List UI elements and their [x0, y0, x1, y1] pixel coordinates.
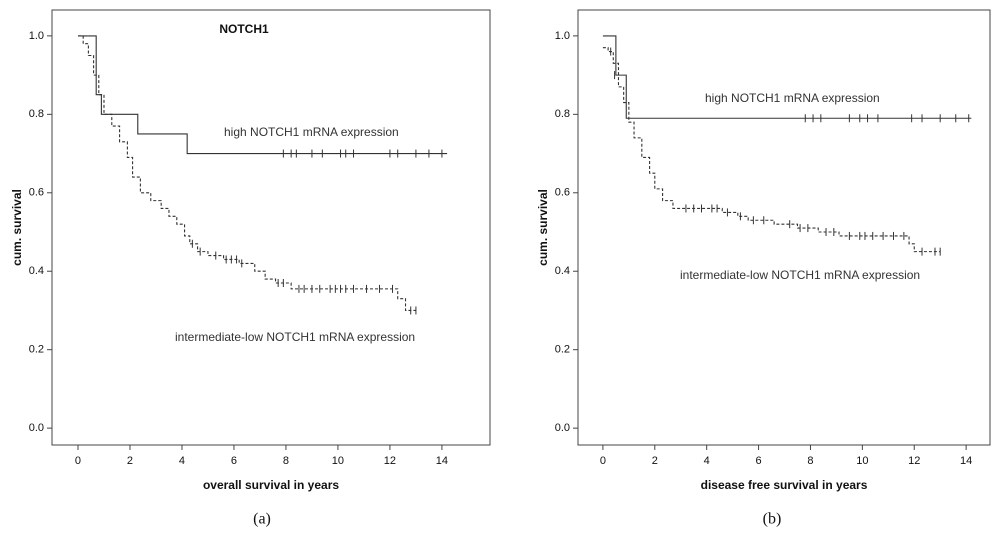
survival-curve — [77, 35, 448, 155]
curve-label: intermediate-low NOTCH1 mRNA expression — [175, 330, 415, 344]
y-axis-label: cum. survival — [536, 189, 550, 266]
y-tick-label: 0.6 — [29, 187, 44, 199]
curve-label: high NOTCH1 mRNA expression — [224, 125, 399, 139]
y-tick-label: 0.2 — [29, 344, 44, 356]
survival-curve — [602, 35, 972, 119]
x-tick-label: 12 — [908, 455, 920, 467]
y-tick-label: 0.4 — [555, 265, 570, 277]
x-tick-label: 8 — [283, 455, 289, 467]
chart-title: NOTCH1 — [219, 22, 269, 36]
survival-curve — [77, 35, 416, 312]
x-tick-label: 10 — [856, 455, 868, 467]
y-tick-label: 0.0 — [29, 422, 44, 434]
x-axis-label: overall survival in years — [203, 478, 339, 492]
x-axis-label: disease free survival in years — [701, 478, 868, 492]
y-tick-label: 0.2 — [555, 344, 570, 356]
x-tick-label: 0 — [75, 455, 81, 467]
x-tick-label: 14 — [960, 455, 972, 467]
x-tick-label: 8 — [807, 455, 813, 467]
curve-label: intermediate-low NOTCH1 mRNA expression — [680, 268, 920, 282]
x-tick-label: 6 — [756, 455, 762, 467]
x-tick-label: 2 — [652, 455, 658, 467]
x-tick-label: 10 — [332, 455, 344, 467]
survival-curve — [602, 47, 941, 253]
x-tick-label: 4 — [704, 455, 710, 467]
y-tick-label: 0.4 — [29, 265, 44, 277]
x-tick-label: 2 — [127, 455, 133, 467]
y-tick-label: 0.8 — [555, 108, 570, 120]
panel-caption: (a) — [253, 511, 271, 528]
y-tick-label: 1.0 — [29, 30, 44, 42]
x-tick-label: 14 — [436, 455, 448, 467]
x-tick-label: 12 — [384, 455, 396, 467]
x-tick-label: 0 — [600, 455, 606, 467]
y-tick-label: 0.6 — [555, 187, 570, 199]
curve-label: high NOTCH1 mRNA expression — [705, 91, 880, 105]
y-tick-label: 0.0 — [555, 422, 570, 434]
x-tick-label: 6 — [231, 455, 237, 467]
y-tick-label: 0.8 — [29, 108, 44, 120]
x-tick-label: 4 — [179, 455, 185, 467]
panel-caption: (b) — [763, 511, 782, 528]
plot-area — [51, 9, 491, 446]
plot-area — [577, 9, 991, 446]
y-axis-label: cum. survival — [10, 189, 24, 266]
y-tick-label: 1.0 — [555, 30, 570, 42]
